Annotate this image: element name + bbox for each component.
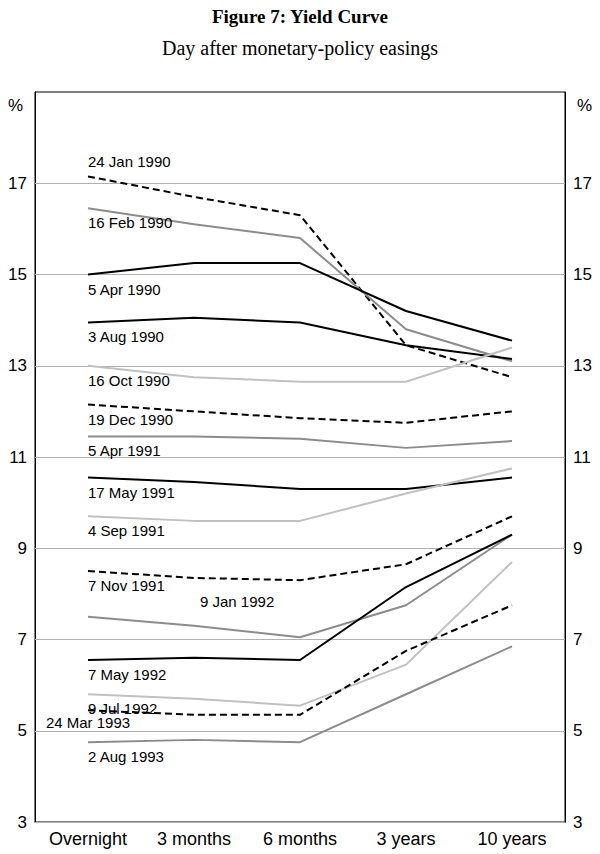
svg-text:4 Sep 1991: 4 Sep 1991 <box>88 522 165 539</box>
svg-text:17: 17 <box>8 174 27 193</box>
svg-text:7 May 1992: 7 May 1992 <box>88 666 166 683</box>
svg-text:6 months: 6 months <box>263 829 337 849</box>
svg-text:Overnight: Overnight <box>49 829 127 849</box>
svg-text:3 years: 3 years <box>376 829 435 849</box>
svg-text:5: 5 <box>573 721 582 740</box>
svg-text:Day after monetary-policy easi: Day after monetary-policy easings <box>162 37 438 60</box>
svg-text:9: 9 <box>18 539 27 558</box>
svg-text:17 May 1991: 17 May 1991 <box>88 484 175 501</box>
svg-text:16 Oct 1990: 16 Oct 1990 <box>88 372 170 389</box>
svg-text:15: 15 <box>573 265 592 284</box>
svg-text:24 Mar 1993: 24 Mar 1993 <box>46 714 130 731</box>
svg-text:5 Apr 1991: 5 Apr 1991 <box>88 442 161 459</box>
svg-text:5 Apr 1990: 5 Apr 1990 <box>88 281 161 298</box>
svg-text:13: 13 <box>8 356 27 375</box>
svg-text:5: 5 <box>18 721 27 740</box>
svg-text:15: 15 <box>8 265 27 284</box>
svg-text:3 Aug 1990: 3 Aug 1990 <box>88 328 164 345</box>
svg-text:3: 3 <box>573 813 582 832</box>
svg-text:3: 3 <box>18 813 27 832</box>
svg-text:11: 11 <box>573 448 591 467</box>
svg-text:17: 17 <box>573 174 592 193</box>
svg-text:%: % <box>8 96 23 115</box>
svg-text:10 years: 10 years <box>477 829 546 849</box>
svg-text:Figure 7: Yield Curve: Figure 7: Yield Curve <box>212 6 388 27</box>
svg-text:16 Feb 1990: 16 Feb 1990 <box>88 214 172 231</box>
svg-text:13: 13 <box>573 356 592 375</box>
svg-text:7: 7 <box>573 630 582 649</box>
svg-text:11: 11 <box>9 448 27 467</box>
svg-text:7: 7 <box>18 630 27 649</box>
svg-text:19 Dec 1990: 19 Dec 1990 <box>88 411 173 428</box>
svg-text:2 Aug 1993: 2 Aug 1993 <box>88 748 164 765</box>
svg-text:9: 9 <box>573 539 582 558</box>
svg-text:%: % <box>577 96 592 115</box>
svg-text:9 Jul 1992: 9 Jul 1992 <box>88 700 158 718</box>
svg-text:3 months: 3 months <box>157 829 231 849</box>
svg-text:7 Nov 1991: 7 Nov 1991 <box>88 577 165 594</box>
svg-text:9 Jan 1992: 9 Jan 1992 <box>200 593 274 610</box>
svg-text:24 Jan 1990: 24 Jan 1990 <box>88 153 171 170</box>
